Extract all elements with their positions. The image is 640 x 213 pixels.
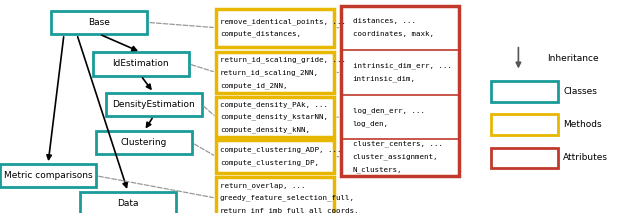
Bar [93, 52, 189, 76]
Text: compute_clustering_ADP, ...: compute_clustering_ADP, ... [220, 147, 341, 154]
Text: Classes: Classes [563, 87, 597, 96]
Text: distances, ...: distances, ... [353, 18, 415, 24]
Text: remove_identical_points, ...: remove_identical_points, ... [220, 18, 346, 25]
Bar [492, 114, 558, 135]
Bar [0, 164, 96, 187]
Bar [216, 97, 334, 137]
Text: log_den_err, ...: log_den_err, ... [353, 107, 425, 114]
Text: coordinates, maxk,: coordinates, maxk, [353, 31, 434, 37]
Text: compute_distances,: compute_distances, [220, 31, 301, 37]
Text: Inheritance: Inheritance [547, 54, 599, 63]
Text: Base: Base [88, 18, 110, 27]
Text: log_den,: log_den, [353, 120, 388, 127]
Text: intrinsic_dim_err, ...: intrinsic_dim_err, ... [353, 63, 452, 69]
Text: greedy_feature_selection_full,: greedy_feature_selection_full, [220, 195, 355, 201]
Text: IdEstimation: IdEstimation [113, 59, 169, 68]
Text: DensityEstimation: DensityEstimation [112, 100, 195, 109]
Text: Data: Data [117, 199, 139, 208]
Text: N_clusters,: N_clusters, [353, 166, 402, 173]
Text: return_id_scaling_gride, ...: return_id_scaling_gride, ... [220, 56, 346, 63]
Text: return_inf_imb_full_all_coords,: return_inf_imb_full_all_coords, [220, 207, 359, 213]
Text: Metric comparisons: Metric comparisons [4, 171, 92, 180]
Text: Methods: Methods [563, 120, 602, 129]
Text: intrinsic_dim,: intrinsic_dim, [353, 75, 415, 82]
Text: compute_density_kNN,: compute_density_kNN, [220, 127, 310, 133]
Bar [96, 131, 192, 154]
Text: cluster_centers, ...: cluster_centers, ... [353, 140, 443, 147]
Text: compute_density_kstarNN,: compute_density_kstarNN, [220, 114, 328, 121]
Bar [341, 6, 459, 176]
Bar [216, 9, 334, 47]
Bar [216, 52, 334, 93]
Text: return_id_scaling_2NN,: return_id_scaling_2NN, [220, 69, 319, 76]
Text: cluster_assignment,: cluster_assignment, [353, 153, 438, 160]
Text: Clustering: Clustering [121, 138, 167, 147]
Text: compute_clustering_DP,: compute_clustering_DP, [220, 160, 319, 166]
Bar [216, 140, 334, 173]
Bar [51, 11, 147, 34]
Text: return_overlap, ...: return_overlap, ... [220, 182, 305, 189]
Bar [492, 147, 558, 168]
Bar [216, 177, 334, 213]
Text: Attributes: Attributes [563, 153, 608, 162]
Text: compute_density_PAk, ...: compute_density_PAk, ... [220, 101, 328, 108]
Bar [492, 82, 558, 102]
Bar [80, 192, 176, 213]
Text: compute_id_2NN,: compute_id_2NN, [220, 82, 287, 89]
Bar [106, 93, 202, 116]
